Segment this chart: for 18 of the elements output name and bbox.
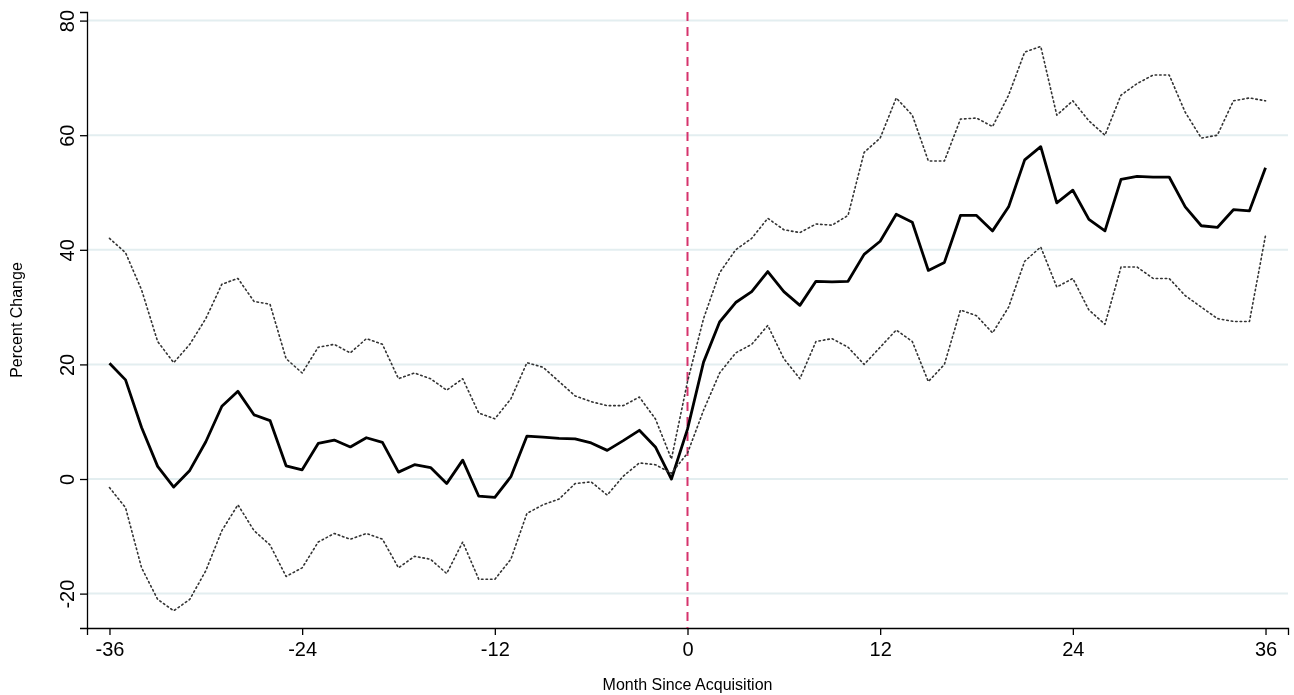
- line-series: [108, 45, 1267, 460]
- x-tick-label: 24: [1062, 638, 1085, 660]
- y-tick-label: 0: [56, 473, 78, 486]
- line-series: [108, 234, 1267, 612]
- y-tick-label: 80: [56, 9, 78, 33]
- line-series: [108, 145, 1267, 499]
- x-tick-label: 36: [1254, 638, 1278, 660]
- x-tick-label: -36: [95, 638, 125, 660]
- x-tick-label: -12: [480, 638, 510, 660]
- y-axis-title: Percent Change: [8, 262, 25, 378]
- y-tick-label: 60: [56, 124, 78, 147]
- x-tick-label: 12: [869, 638, 892, 660]
- y-tick-label: 40: [56, 239, 78, 262]
- y-tick-label: -20: [56, 579, 78, 609]
- y-tick-label: 20: [56, 353, 78, 377]
- x-tick-label: 0: [682, 638, 694, 660]
- x-tick-label: -24: [288, 638, 318, 660]
- x-axis-title: Month Since Acquisition: [602, 676, 773, 693]
